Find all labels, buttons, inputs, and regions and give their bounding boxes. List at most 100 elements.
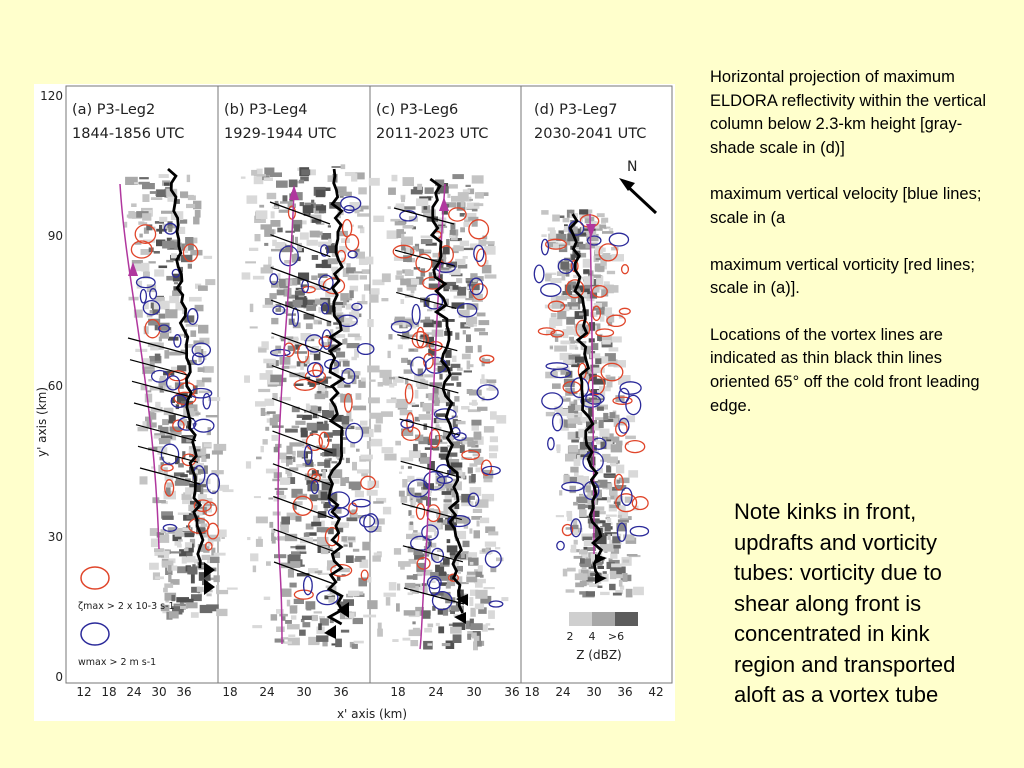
reflectivity-cell bbox=[423, 546, 431, 555]
reflectivity-cell bbox=[284, 533, 298, 542]
reflectivity-cell bbox=[388, 334, 393, 340]
reflectivity-cell bbox=[165, 309, 178, 319]
reflectivity-cell bbox=[316, 233, 324, 238]
reflectivity-cell bbox=[567, 567, 576, 572]
contour-loop bbox=[473, 244, 485, 263]
reflectivity-cell bbox=[335, 638, 342, 648]
reflectivity-cell bbox=[199, 486, 204, 495]
reflectivity-cell bbox=[453, 295, 467, 299]
reflectivity-cell bbox=[592, 367, 605, 373]
vortex-line bbox=[271, 365, 333, 389]
reflectivity-cell bbox=[143, 222, 148, 225]
reflectivity-cell bbox=[143, 326, 149, 335]
reflectivity-cell bbox=[618, 477, 630, 484]
reflectivity-cell bbox=[624, 496, 632, 503]
reflectivity-cell bbox=[611, 254, 624, 262]
reflectivity-cell bbox=[578, 428, 585, 438]
reflectivity-cell bbox=[388, 582, 397, 591]
reflectivity-cell bbox=[457, 192, 469, 201]
reflectivity-cell bbox=[395, 203, 405, 210]
reflectivity-cell bbox=[450, 462, 463, 468]
reflectivity-cell bbox=[596, 489, 602, 499]
reflectivity-cell bbox=[567, 513, 573, 522]
reflectivity-cell bbox=[311, 614, 318, 622]
reflectivity-cell bbox=[469, 618, 474, 627]
reflectivity-cell bbox=[255, 210, 268, 220]
reflectivity-cell bbox=[571, 241, 584, 248]
reflectivity-cell bbox=[471, 208, 478, 212]
reflectivity-cell bbox=[397, 583, 401, 591]
reflectivity-cell bbox=[146, 284, 157, 293]
reflectivity-cell bbox=[601, 217, 609, 223]
contour-loop bbox=[586, 235, 602, 246]
contour-loop bbox=[343, 392, 353, 413]
reflectivity-cell bbox=[340, 293, 349, 301]
x-tick-label: 12 bbox=[76, 685, 91, 699]
reflectivity-cell bbox=[298, 372, 305, 380]
reflectivity-cell bbox=[412, 584, 421, 587]
reflectivity-cell bbox=[289, 442, 302, 447]
reflectivity-cell bbox=[403, 610, 416, 616]
reflectivity-cell bbox=[594, 511, 606, 515]
cold-front-a bbox=[167, 167, 205, 569]
reflectivity-cell bbox=[550, 313, 557, 318]
x-tick-label: 24 bbox=[555, 685, 570, 699]
reflectivity-cell bbox=[310, 405, 318, 414]
reflectivity-cell bbox=[354, 558, 362, 562]
reflectivity-cell bbox=[285, 301, 294, 308]
caption-velocity: maximum vertical velocity [blue lines; s… bbox=[710, 185, 982, 227]
reflectivity-cell bbox=[216, 608, 228, 617]
reflectivity-cell bbox=[445, 202, 457, 208]
reflectivity-cell bbox=[599, 386, 611, 392]
reflectivity-cell bbox=[588, 571, 598, 574]
reflectivity-cell bbox=[341, 317, 353, 325]
reflectivity-cell bbox=[302, 462, 306, 466]
reflectivity-cell bbox=[155, 401, 161, 410]
contour-loop bbox=[625, 394, 642, 416]
reflectivity-cell bbox=[415, 380, 421, 387]
reflectivity-cell bbox=[588, 564, 596, 569]
reflectivity-cell bbox=[341, 370, 353, 374]
reflectivity-cell bbox=[298, 179, 305, 184]
reflectivity-cell bbox=[613, 418, 618, 427]
reflectivity-cell bbox=[450, 363, 461, 368]
reflectivity-cell bbox=[409, 521, 414, 525]
reflectivity-cell bbox=[562, 340, 571, 345]
reflectivity-cell bbox=[377, 628, 383, 637]
reflectivity-cell bbox=[206, 604, 219, 612]
reflectivity-cell bbox=[167, 493, 171, 496]
reflectivity-cell bbox=[583, 276, 594, 285]
reflectivity-cell bbox=[473, 456, 484, 465]
x-tick-label: 36 bbox=[333, 685, 348, 699]
reflectivity-cell bbox=[406, 487, 415, 497]
reflectivity-cell bbox=[345, 303, 352, 310]
reflectivity-cell bbox=[412, 574, 418, 580]
reflectivity-cell bbox=[359, 559, 369, 568]
reflectivity-cell bbox=[299, 629, 306, 636]
reflectivity-cell bbox=[345, 612, 355, 619]
reflectivity-cell bbox=[167, 565, 178, 571]
reflectivity-cell bbox=[252, 565, 257, 573]
contour-loop bbox=[415, 502, 426, 520]
reflectivity-cell bbox=[373, 552, 381, 556]
reflectivity-cell bbox=[613, 501, 621, 509]
reflectivity-cell bbox=[455, 332, 460, 340]
reflectivity-cell bbox=[202, 498, 209, 504]
contour-loop bbox=[351, 498, 371, 508]
reflectivity-cell bbox=[557, 260, 563, 270]
reflectivity-cell bbox=[445, 360, 451, 366]
reflectivity-cell bbox=[196, 586, 204, 592]
reflectivity-cell bbox=[586, 436, 598, 442]
reflectivity-cell bbox=[567, 431, 581, 440]
reflectivity-cell bbox=[442, 608, 449, 616]
reflectivity-cell bbox=[394, 316, 405, 321]
reflectivity-cell bbox=[180, 219, 188, 224]
reflectivity-cell bbox=[474, 603, 485, 610]
trajectory-line-a bbox=[119, 183, 160, 550]
reflectivity-cell bbox=[311, 521, 324, 527]
reflectivity-cell bbox=[628, 470, 639, 478]
reflectivity-cell bbox=[271, 434, 278, 441]
reflectivity-cell bbox=[313, 505, 318, 511]
reflectivity-cell bbox=[141, 262, 150, 272]
reflectivity-cell bbox=[489, 436, 498, 443]
